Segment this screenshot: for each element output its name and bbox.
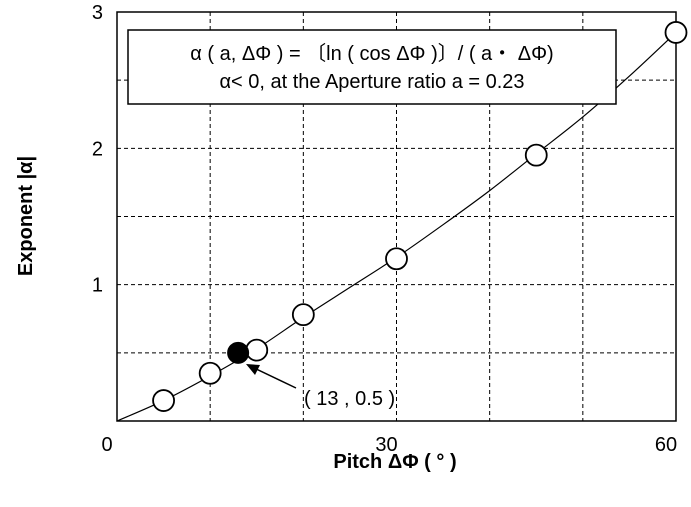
formula-line-1: α ( a, ΔΦ ) = 〔ln ( cos ΔΦ )〕/ ( a・ ΔΦ) <box>190 42 553 65</box>
data-point <box>664 21 688 44</box>
data-point <box>245 338 269 362</box>
x-axis-label: Pitch ΔΦ ( ° ) <box>333 451 456 473</box>
y-tick-label: 2 <box>92 138 103 160</box>
formula-box: α ( a, ΔΦ ) = 〔ln ( cos ΔΦ )〕/ ( a・ ΔΦ) … <box>127 29 617 105</box>
x-tick-label: 30 <box>375 434 397 456</box>
x-tick-label: 0 <box>101 434 112 456</box>
highlight-annotation: ( 13 , 0.5 ) <box>246 364 395 410</box>
y-axis-label: Exponent |α| <box>15 156 37 276</box>
data-point <box>152 389 175 412</box>
data-point <box>291 303 315 327</box>
annotation-arrow-line <box>251 366 297 389</box>
data-point <box>385 247 408 271</box>
x-tick-label: 60 <box>655 434 677 456</box>
y-tick-label: 3 <box>92 2 103 24</box>
data-point <box>524 143 548 167</box>
y-tick-label: 1 <box>92 275 103 297</box>
formula-line-2: α< 0, at the Aperture ratio a = 0.23 <box>219 71 524 93</box>
data-point <box>198 361 222 385</box>
annotation-arrowhead <box>246 364 260 375</box>
highlight-label: ( 13 , 0.5 ) <box>304 388 395 410</box>
tick-labels: 0 30 60 1 2 3 <box>92 2 677 456</box>
highlight-point <box>227 341 250 364</box>
plot-frame <box>116 11 677 422</box>
data-points <box>152 21 688 412</box>
